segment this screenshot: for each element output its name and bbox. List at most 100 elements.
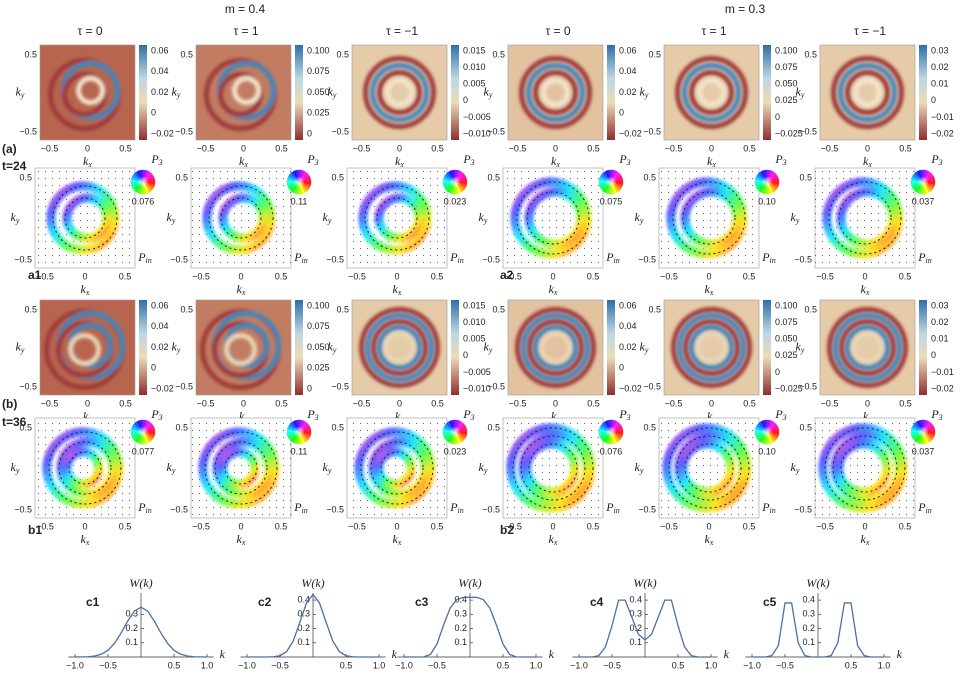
y-tick-label: −0.5	[170, 254, 188, 264]
x-axis-label-sub: x	[243, 160, 248, 169]
vector-label-sub: in	[146, 256, 152, 265]
x-axis-label: kx	[861, 532, 870, 547]
x-tick-label: 0	[241, 143, 246, 153]
x-tick-label: −0.5	[348, 521, 366, 531]
colorbar-label-base: P	[618, 407, 627, 421]
y-tick-label: 0.5	[648, 304, 661, 314]
colorbar-label-base: P	[774, 152, 783, 166]
y-tick-label: 0.4	[454, 594, 467, 604]
x-axis-label-sub: x	[399, 160, 404, 169]
y-tick-label: −0.5	[482, 504, 500, 514]
colorbar-tick-label: 0.075	[307, 321, 330, 331]
y-tick-label: 0.2	[454, 623, 467, 633]
x-tick-label: 0	[85, 143, 90, 153]
vector-label: Pin	[137, 250, 152, 265]
colorbar-label-sub: 3	[314, 413, 319, 422]
colorbar-tick-label: 0	[931, 350, 936, 360]
color-wheel-center	[139, 178, 147, 186]
y-axis-label-sub: y	[171, 466, 176, 475]
ring-core	[214, 441, 268, 495]
row-label: a1	[28, 268, 42, 282]
x-axis-label: kx	[549, 282, 558, 297]
colorbar-tick-label: 0.010	[463, 317, 486, 327]
x-tick-label: 0	[865, 398, 870, 408]
x-axis-label-base: k	[549, 532, 555, 546]
vector-label: Pin	[293, 500, 308, 515]
colorbar	[763, 45, 771, 140]
row-label: t=24	[2, 159, 27, 173]
colorbar-tick-label: −0.01	[931, 112, 954, 122]
ring	[519, 56, 592, 129]
colorbar-label-base: P	[462, 152, 471, 166]
max-value: 0.10	[758, 196, 776, 206]
color-wheel-center	[451, 178, 459, 186]
ring	[675, 56, 748, 129]
x-tick-label: −0.5	[36, 521, 54, 531]
y-tick-label: 0.4	[802, 594, 815, 604]
ring	[666, 177, 748, 259]
x-tick-label: −0.5	[660, 271, 678, 281]
ring	[527, 319, 584, 376]
x-tick-label: 0.5	[587, 398, 600, 408]
colorbar-tick-label: 0.02	[931, 62, 949, 72]
x-tick-label: −0.5	[353, 143, 371, 153]
ring	[46, 181, 120, 255]
vector-rings	[662, 423, 752, 513]
y-tick-label: 0.5	[492, 304, 505, 314]
colorbar-tick-label: −0.025	[775, 383, 803, 393]
x-axis-label-sub: x	[241, 288, 246, 297]
x-tick-label: −0.5	[36, 271, 54, 281]
y-axis-label: ky	[484, 84, 493, 99]
colorbar-tick-label: 0.100	[775, 45, 798, 55]
y-tick-label: 0.5	[336, 304, 349, 314]
max-value: 0.077	[132, 446, 155, 456]
x-tick-label: −0.5	[504, 271, 522, 281]
vector-label-base: P	[761, 250, 770, 264]
colorbar-label: P3	[774, 407, 786, 422]
ring-core	[48, 431, 122, 505]
ring	[62, 447, 104, 489]
x-tick-label: −1.0	[395, 660, 413, 670]
x-axis-label-base: k	[863, 154, 869, 168]
ring	[232, 76, 261, 105]
x-axis-label-base: k	[395, 154, 401, 168]
ring	[539, 331, 572, 364]
colorbar-label-sub: 3	[782, 158, 787, 167]
vector-rings	[42, 427, 124, 509]
y-axis-label-sub: y	[20, 90, 25, 99]
x-tick-label: 0.5	[431, 143, 444, 153]
y-axis-label: W(k)	[458, 576, 481, 590]
vector-label-sub: in	[770, 256, 776, 265]
y-tick-label: −0.5	[14, 254, 32, 264]
x-axis-label: kx	[237, 532, 246, 547]
y-axis-label-base: k	[640, 84, 646, 98]
x-tick-label: 0	[394, 521, 399, 531]
group-title: m = 0.4	[225, 2, 266, 16]
y-axis-label-base: k	[328, 339, 334, 353]
colorbar-tick-label: 0.02	[151, 87, 169, 97]
colorbar-label-sub: 3	[782, 413, 787, 422]
x-tick-label: 0	[865, 143, 870, 153]
x-axis-label-base: k	[393, 282, 399, 296]
y-axis-label: ky	[167, 210, 176, 225]
x-tick-label: 0.5	[899, 398, 912, 408]
colorbar-tick-label: 0	[151, 363, 156, 373]
y-axis-label-sub: y	[483, 466, 488, 475]
colorbar-tick-label: 0.010	[463, 62, 486, 72]
y-axis-label-sub: y	[176, 345, 181, 354]
x-tick-label: 1.0	[373, 660, 386, 670]
x-tick-label: 0	[706, 521, 711, 531]
y-axis-label: W(k)	[806, 576, 829, 590]
x-tick-label: −0.5	[428, 660, 446, 670]
y-axis-label: ky	[328, 84, 337, 99]
ring	[533, 325, 578, 370]
y-axis-label: ky	[484, 339, 493, 354]
max-value: 0.11	[291, 446, 308, 456]
y-axis-label-base: k	[796, 339, 802, 353]
y-tick-label: −0.5	[175, 381, 193, 391]
y-axis-label: ky	[11, 460, 20, 475]
x-tick-label: 0	[550, 271, 555, 281]
colorbar-tick-label: 0.050	[775, 79, 798, 89]
ring-core	[672, 181, 746, 255]
